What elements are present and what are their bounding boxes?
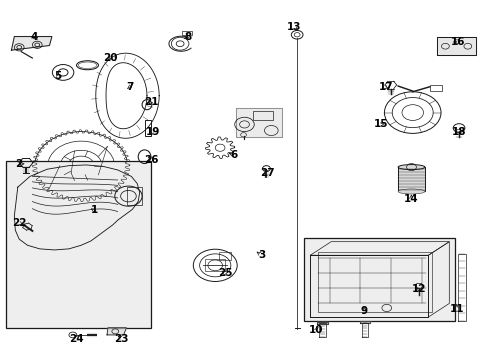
Polygon shape: [235, 108, 282, 137]
Bar: [127, 187, 142, 205]
Polygon shape: [107, 328, 126, 335]
Text: 20: 20: [103, 53, 118, 63]
Text: 13: 13: [286, 22, 301, 32]
Text: 1: 1: [90, 206, 98, 216]
Text: 17: 17: [378, 82, 392, 93]
Text: 22: 22: [12, 218, 26, 228]
Text: 26: 26: [144, 155, 159, 165]
Bar: [182, 31, 191, 35]
Polygon shape: [359, 321, 369, 323]
Ellipse shape: [397, 165, 424, 170]
Bar: [219, 252, 231, 260]
Text: 14: 14: [403, 194, 418, 204]
Text: 6: 6: [230, 150, 237, 160]
Text: 7: 7: [126, 82, 133, 92]
Text: 9: 9: [360, 306, 367, 316]
Text: 27: 27: [260, 168, 275, 178]
Text: 10: 10: [308, 325, 323, 335]
Text: 5: 5: [55, 71, 61, 81]
Text: 25: 25: [217, 268, 232, 278]
Polygon shape: [11, 37, 52, 50]
Text: 3: 3: [257, 250, 264, 260]
Bar: [205, 259, 224, 271]
Bar: [397, 167, 424, 192]
Text: 18: 18: [451, 127, 466, 136]
Bar: [429, 85, 441, 91]
Polygon shape: [317, 322, 327, 324]
Text: 21: 21: [143, 97, 158, 107]
Polygon shape: [436, 37, 475, 55]
Text: 4: 4: [30, 32, 38, 41]
Text: 11: 11: [448, 304, 463, 314]
Text: 19: 19: [145, 127, 160, 136]
Bar: [317, 252, 431, 312]
Text: 8: 8: [184, 32, 192, 41]
Bar: [5, 161, 151, 328]
Text: 16: 16: [450, 37, 465, 47]
Text: 15: 15: [373, 120, 387, 129]
Bar: [304, 238, 454, 320]
Bar: [145, 121, 151, 135]
Text: 12: 12: [411, 284, 426, 294]
Text: 23: 23: [114, 333, 129, 343]
Bar: [253, 111, 272, 120]
Bar: [235, 108, 282, 137]
Text: 2: 2: [16, 159, 23, 169]
Ellipse shape: [397, 189, 424, 194]
Text: 24: 24: [69, 333, 83, 343]
